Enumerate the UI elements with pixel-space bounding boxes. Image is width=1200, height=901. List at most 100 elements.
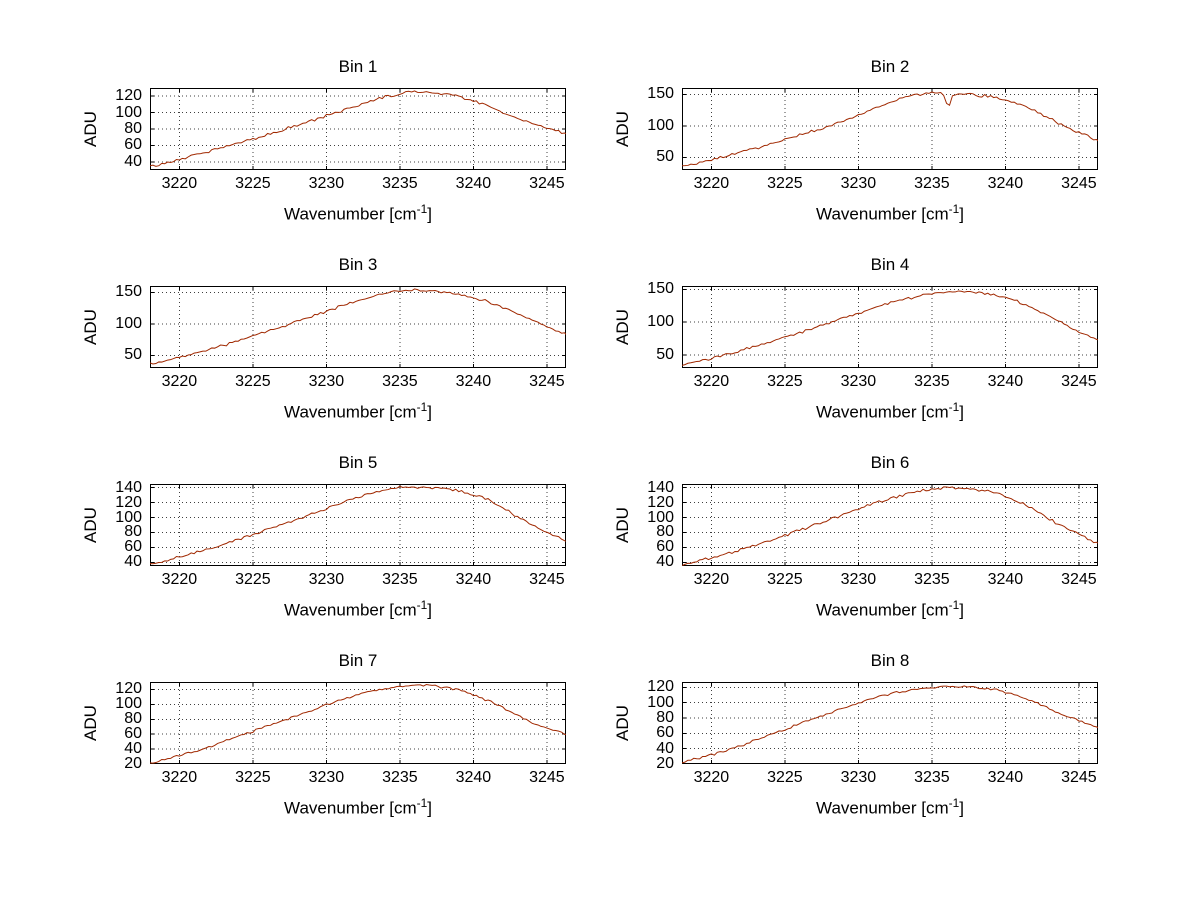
- x-tick-label: 3240: [455, 373, 492, 390]
- x-tick-label: 3245: [1061, 769, 1097, 786]
- y-tick-label: 40: [124, 740, 142, 758]
- x-tick-label: 3240: [455, 571, 492, 588]
- x-tick-label: 3225: [235, 769, 271, 786]
- axis-box: [682, 682, 1098, 764]
- y-tick-label: 100: [647, 693, 674, 711]
- x-axis-label: Wavenumber [cm-1]: [284, 796, 432, 818]
- y-tick-label: 80: [124, 523, 142, 541]
- y-tick-label: 120: [647, 678, 674, 696]
- x-tick-label: 3225: [235, 175, 271, 192]
- x-tick-label: 3230: [308, 769, 345, 786]
- axis-box: [150, 682, 566, 764]
- x-tick-label: 3235: [382, 175, 418, 192]
- x-tick-label: 3220: [693, 571, 730, 588]
- exponent-text: -1: [948, 796, 960, 810]
- x-tick-label: 3245: [529, 571, 565, 588]
- y-tick-label: 60: [656, 724, 674, 742]
- axis-box: [682, 286, 1098, 368]
- plot-title: Bin 6: [870, 453, 910, 472]
- y-tick-label: 100: [115, 314, 142, 332]
- spectrum-trace-bin-6: [682, 486, 1098, 566]
- y-tick-label: 100: [115, 508, 142, 526]
- y-tick-label: 60: [124, 725, 142, 743]
- x-tick-label: 3235: [914, 769, 950, 786]
- y-tick-label: 80: [124, 120, 142, 137]
- x-tick-label: 3225: [235, 373, 271, 390]
- x-tick-label: 3220: [161, 373, 198, 390]
- exponent-text: -1: [416, 796, 428, 810]
- y-tick-label: 150: [115, 283, 142, 301]
- x-tick-label: 3240: [987, 175, 1024, 192]
- plot-area-bin-1: [150, 88, 566, 170]
- x-tick-label: 3220: [693, 373, 730, 390]
- x-tick-label: 3230: [840, 571, 877, 588]
- axis-box: [682, 88, 1098, 170]
- x-tick-label: 3240: [987, 769, 1024, 786]
- x-axis-label: Wavenumber [cm-1]: [816, 796, 964, 818]
- y-tick-label: 150: [647, 85, 674, 103]
- x-tick-label: 3235: [382, 373, 418, 390]
- plot-title: Bin 1: [338, 57, 378, 76]
- y-tick-label: 50: [656, 345, 674, 363]
- y-tick-label: 120: [647, 493, 674, 511]
- axis-box: [150, 88, 566, 170]
- exponent-text: -1: [416, 400, 428, 414]
- plot-area-bin-4: [682, 286, 1098, 368]
- y-tick-label: 100: [115, 695, 142, 713]
- plot-area-bin-5: [150, 484, 566, 566]
- plot-area-bin-2: [682, 88, 1098, 170]
- x-tick-label: 3220: [161, 571, 198, 588]
- y-tick-label: 60: [124, 136, 142, 154]
- x-tick-label: 3220: [693, 175, 730, 192]
- y-tick-label: 50: [124, 346, 142, 364]
- spectrum-trace-bin-2: [682, 91, 1098, 167]
- exponent-text: -1: [948, 598, 960, 612]
- x-tick-label: 3245: [529, 373, 565, 390]
- x-tick-label: 3235: [382, 571, 418, 588]
- exponent-text: -1: [416, 598, 428, 612]
- plot-title: Bin 8: [870, 651, 910, 670]
- plot-area-bin-3: [150, 286, 566, 368]
- plot-area-bin-8: [682, 682, 1098, 764]
- x-tick-label: 3230: [308, 175, 345, 192]
- y-tick-label: 40: [124, 553, 142, 571]
- y-tick-label: 60: [656, 538, 674, 556]
- plot-area-bin-7: [150, 682, 566, 764]
- y-tick-label: 100: [647, 116, 674, 134]
- x-tick-label: 3225: [235, 571, 271, 588]
- x-axis-label: Wavenumber [cm-1]: [816, 598, 964, 620]
- spectrum-trace-bin-3: [150, 288, 566, 365]
- x-tick-label: 3225: [767, 769, 803, 786]
- axis-box: [150, 484, 566, 566]
- spectrum-trace-bin-1: [150, 90, 566, 167]
- y-tick-label: 20: [124, 755, 142, 772]
- x-tick-label: 3245: [529, 769, 565, 786]
- x-axis-label: Wavenumber [cm-1]: [284, 400, 432, 422]
- x-axis-label: Wavenumber [cm-1]: [816, 400, 964, 422]
- x-tick-label: 3245: [1061, 373, 1097, 390]
- plot-title: Bin 2: [870, 57, 910, 76]
- x-tick-label: 3240: [455, 769, 492, 786]
- x-tick-label: 3240: [987, 571, 1024, 588]
- x-axis-label: Wavenumber [cm-1]: [284, 598, 432, 620]
- y-tick-label: 120: [115, 493, 142, 511]
- plot-title: Bin 7: [338, 651, 378, 670]
- x-tick-label: 3225: [767, 373, 803, 390]
- x-tick-label: 3220: [693, 769, 730, 786]
- plot-title: Bin 3: [338, 255, 378, 274]
- x-tick-label: 3220: [161, 769, 198, 786]
- y-tick-label: 80: [124, 710, 142, 728]
- x-axis-label: Wavenumber [cm-1]: [816, 202, 964, 224]
- x-tick-label: 3235: [382, 769, 418, 786]
- exponent-text: -1: [416, 202, 428, 216]
- y-tick-label: 20: [656, 755, 674, 772]
- spectrum-trace-bin-7: [150, 683, 566, 764]
- y-tick-label: 150: [647, 280, 674, 298]
- y-tick-label: 120: [115, 87, 142, 105]
- y-tick-label: 140: [115, 478, 142, 496]
- axis-box: [150, 286, 566, 368]
- plot-area-bin-6: [682, 484, 1098, 566]
- y-tick-label: 140: [647, 478, 674, 496]
- y-tick-label: 100: [115, 103, 142, 121]
